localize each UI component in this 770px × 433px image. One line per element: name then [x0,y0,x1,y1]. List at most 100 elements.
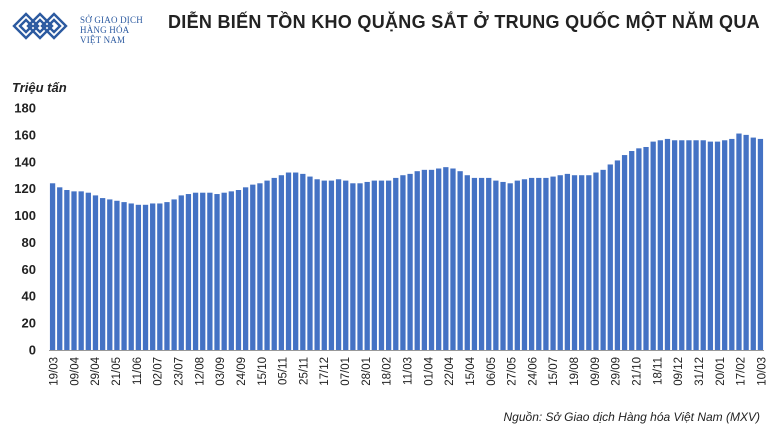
x-tick-label: 09/09 [590,357,602,386]
x-tick-label: 05/11 [278,357,290,385]
bar [657,140,663,350]
bar [164,202,170,350]
bar [171,199,177,350]
bar [571,175,578,350]
x-tick-label: 01/04 [423,356,435,385]
bar [757,138,764,350]
bar [214,194,220,350]
y-tick-label: 40 [22,289,36,304]
bar [200,192,206,350]
bar [78,191,84,350]
bar [586,175,592,350]
bar [557,175,563,350]
x-tick-label: 29/04 [90,356,102,385]
bar [629,151,635,350]
bar [543,177,549,350]
bar [421,169,428,350]
x-tick-label: 21/10 [632,357,644,386]
bar [335,179,342,350]
bar [650,141,656,350]
x-tick-label: 12/08 [194,357,206,386]
bar [107,199,113,350]
x-tick-label: 15/10 [257,357,269,386]
x-tick-label: 21/05 [111,357,123,386]
bar [150,203,156,350]
bar [743,134,749,350]
x-tick-label: 09/12 [673,357,685,386]
bar [478,177,485,350]
x-tick-label: 24/09 [236,357,248,386]
bar [207,192,213,350]
bar [521,179,528,350]
bar [350,183,356,350]
brand-name: SỞ GIAO DỊCH HÀNG HÓA VIỆT NAM [80,15,143,45]
bar [71,191,77,350]
bar [142,204,149,350]
x-tick-label: 29/09 [611,357,623,386]
brand-logo: SỞ GIAO DỊCH HÀNG HÓA VIỆT NAM [10,6,160,46]
y-tick-label: 20 [22,316,36,331]
bar [486,177,492,350]
bar [393,177,399,350]
y-tick-label: 0 [29,343,36,358]
bar [264,180,270,350]
bar [593,172,599,350]
bar [500,181,506,350]
bar [185,194,192,350]
y-axis-unit-label: Triệu tấn [12,80,67,95]
x-tick-label: 28/01 [361,357,373,386]
bar [600,169,606,350]
x-tick-label: 11/06 [132,357,144,385]
bar [664,138,671,350]
x-tick-label: 24/06 [527,357,539,386]
bar [550,176,556,350]
bar [750,137,756,350]
x-tick-label: 23/07 [173,357,185,386]
bar [579,175,585,350]
bar [314,179,320,350]
bar [343,180,349,350]
bar [436,168,442,350]
bar [85,192,91,350]
bar [507,183,513,350]
bar [364,181,370,350]
bar [707,141,714,350]
bar [564,173,571,350]
bar [99,198,106,350]
bar [636,148,642,350]
bar [92,195,99,350]
bar [128,203,134,350]
bar [257,183,263,350]
bar [428,169,435,350]
x-tick-label: 27/05 [507,357,519,386]
y-tick-label: 160 [14,127,36,142]
bar [671,140,678,350]
x-tick-label: 18/11 [652,357,664,385]
x-tick-label: 17/12 [319,357,331,386]
bar [443,167,449,350]
x-tick-label: 02/07 [153,357,165,386]
bar [278,175,285,350]
brand-name-line-1: SỞ GIAO DỊCH [80,15,143,25]
bar [293,172,299,350]
bar [300,173,306,350]
x-tick-label: 11/03 [403,357,415,385]
chart-title: DIỄN BIẾN TỒN KHO QUẶNG SẮT Ở TRUNG QUỐC… [168,12,760,32]
x-tick-label: 03/09 [215,357,227,386]
diamond-chevron-icon [12,12,68,40]
y-tick-label: 180 [14,101,36,116]
bar [242,187,249,350]
x-tick-label: 15/04 [465,356,477,385]
x-tick-label: 18/02 [382,357,394,386]
bar [464,175,470,350]
x-tick-label: 10/03 [756,357,768,386]
bar [321,180,327,350]
bar [64,190,70,350]
x-tick-label: 07/01 [340,357,352,386]
bar [307,176,313,350]
bar [693,140,699,350]
bar [135,204,142,350]
brand-name-line-3: VIỆT NAM [80,35,126,45]
bar [114,200,120,350]
bar [378,180,385,350]
